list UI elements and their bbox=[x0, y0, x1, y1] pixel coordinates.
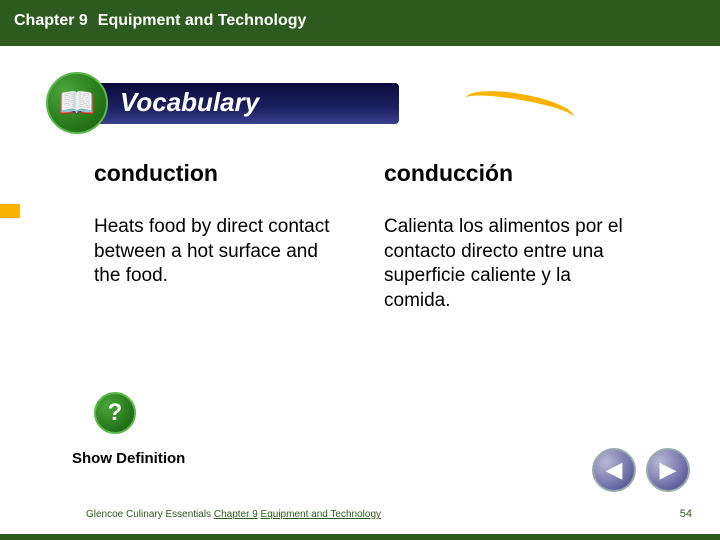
question-glyph: ? bbox=[108, 399, 123, 427]
book-glyph: 📖 bbox=[58, 86, 95, 121]
term-spanish: conducción bbox=[384, 160, 634, 187]
chapter-number: Chapter 9 bbox=[14, 12, 88, 30]
next-button[interactable]: ▶ bbox=[646, 448, 690, 492]
chapter-title: Equipment and Technology bbox=[98, 12, 307, 30]
vocabulary-badge: 📖 Vocabulary bbox=[46, 72, 646, 134]
spanish-column: conducción Calienta los alimentos por el… bbox=[384, 160, 634, 314]
nav-controls: ◀ ▶ bbox=[592, 448, 690, 492]
decorative-swoosh bbox=[466, 85, 577, 118]
english-column: conduction Heats food by direct contact … bbox=[94, 160, 344, 314]
vocabulary-label: Vocabulary bbox=[84, 83, 399, 124]
definition-english: Heats food by direct contact between a h… bbox=[94, 215, 344, 289]
term-english: conduction bbox=[94, 160, 344, 187]
footer-chapter: Chapter 9 bbox=[214, 509, 258, 520]
footer-text: Glencoe Culinary Essentials Chapter 9 Eq… bbox=[86, 509, 381, 520]
book-icon: 📖 bbox=[46, 72, 108, 134]
definition-spanish: Calienta los alimentos por el contacto d… bbox=[384, 215, 634, 314]
footer-title: Equipment and Technology bbox=[261, 509, 381, 520]
help-icon[interactable]: ? bbox=[94, 392, 136, 434]
footer-publisher: Glencoe Culinary Essentials bbox=[86, 509, 211, 520]
chevron-right-icon: ▶ bbox=[660, 457, 677, 483]
content-columns: conduction Heats food by direct contact … bbox=[94, 160, 634, 314]
chevron-left-icon: ◀ bbox=[606, 457, 623, 483]
chapter-header: Chapter 9 Equipment and Technology bbox=[0, 0, 720, 42]
page-number: 54 bbox=[680, 508, 692, 520]
header-divider bbox=[0, 42, 720, 46]
prev-button[interactable]: ◀ bbox=[592, 448, 636, 492]
side-tab-marker bbox=[0, 204, 20, 218]
show-definition-link[interactable]: Show Definition bbox=[72, 450, 185, 467]
